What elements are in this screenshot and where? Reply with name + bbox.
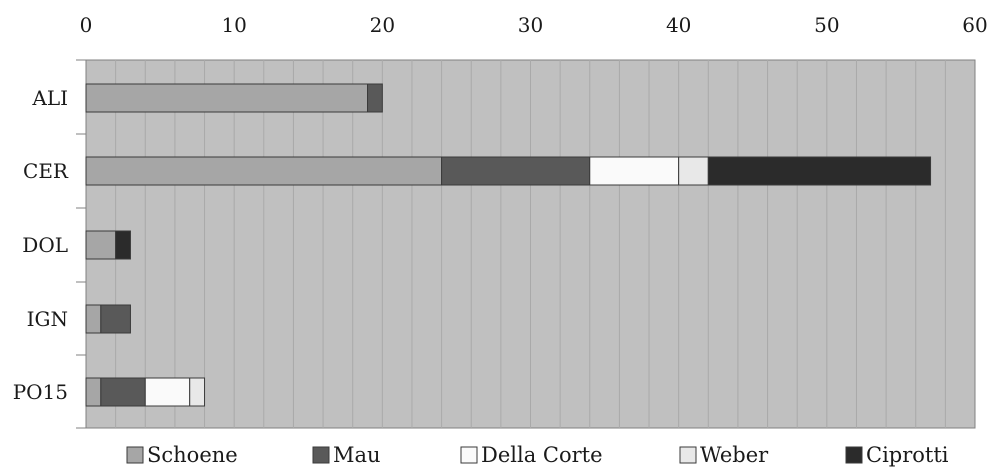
x-tick-label: 30	[518, 13, 543, 37]
bar-segment-ali-schoene	[85, 83, 369, 113]
legend-item-schoene: Schoene	[126, 443, 238, 467]
bars	[85, 83, 932, 407]
category-label: IGN	[27, 307, 68, 331]
legend-swatch	[312, 446, 330, 464]
legend-label: Ciprotti	[866, 443, 949, 467]
bar-segment-dol-schoene	[85, 230, 117, 260]
bar-segment-dol-ciprotti	[115, 230, 131, 260]
y-axis-categories: ALI CER DOL IGN PO15	[13, 86, 69, 404]
x-tick-label: 40	[666, 13, 691, 37]
legend-label: Schoene	[147, 443, 238, 467]
bar-segment-po15-della-corte	[144, 377, 191, 407]
legend-swatch	[460, 446, 478, 464]
bar-segment-po15-mau	[100, 377, 146, 407]
bar-segment-cer-ciprotti	[707, 156, 932, 186]
legend: Schoene Mau Della Corte Weber Ciprotti	[126, 443, 949, 467]
category-label: DOL	[22, 233, 68, 257]
legend-label: Della Corte	[481, 443, 603, 467]
legend-item-della-corte: Della Corte	[460, 443, 603, 467]
bar-segment-ali-mau	[367, 83, 383, 113]
category-label: PO15	[13, 380, 68, 404]
legend-swatch	[126, 446, 144, 464]
legend-item-mau: Mau	[312, 443, 381, 467]
gridlines	[76, 59, 946, 429]
bar-segment-cer-della-corte	[589, 156, 680, 186]
bar-segment-ign-mau	[100, 304, 131, 334]
bar-segment-po15-weber	[189, 377, 206, 407]
x-tick-label: 50	[814, 13, 839, 37]
category-label: ALI	[31, 86, 68, 110]
legend-swatch	[845, 446, 863, 464]
x-tick-label: 20	[370, 13, 395, 37]
bar-segment-ign-schoene	[85, 304, 102, 334]
bar-segment-po15-schoene	[85, 377, 102, 407]
x-axis-ticks: 0 10 20 30 40 50 60	[80, 13, 988, 37]
x-tick-label: 0	[80, 13, 93, 37]
bar-segment-cer-schoene	[85, 156, 443, 186]
bar-segment-cer-mau	[441, 156, 591, 186]
category-label: CER	[23, 159, 69, 183]
x-tick-label: 10	[221, 13, 246, 37]
legend-label: Weber	[700, 443, 769, 467]
legend-swatch	[679, 446, 697, 464]
legend-label: Mau	[333, 443, 381, 467]
legend-item-ciprotti: Ciprotti	[845, 443, 949, 467]
x-tick-label: 60	[962, 13, 987, 37]
legend-item-weber: Weber	[679, 443, 769, 467]
bar-segment-cer-weber	[678, 156, 709, 186]
